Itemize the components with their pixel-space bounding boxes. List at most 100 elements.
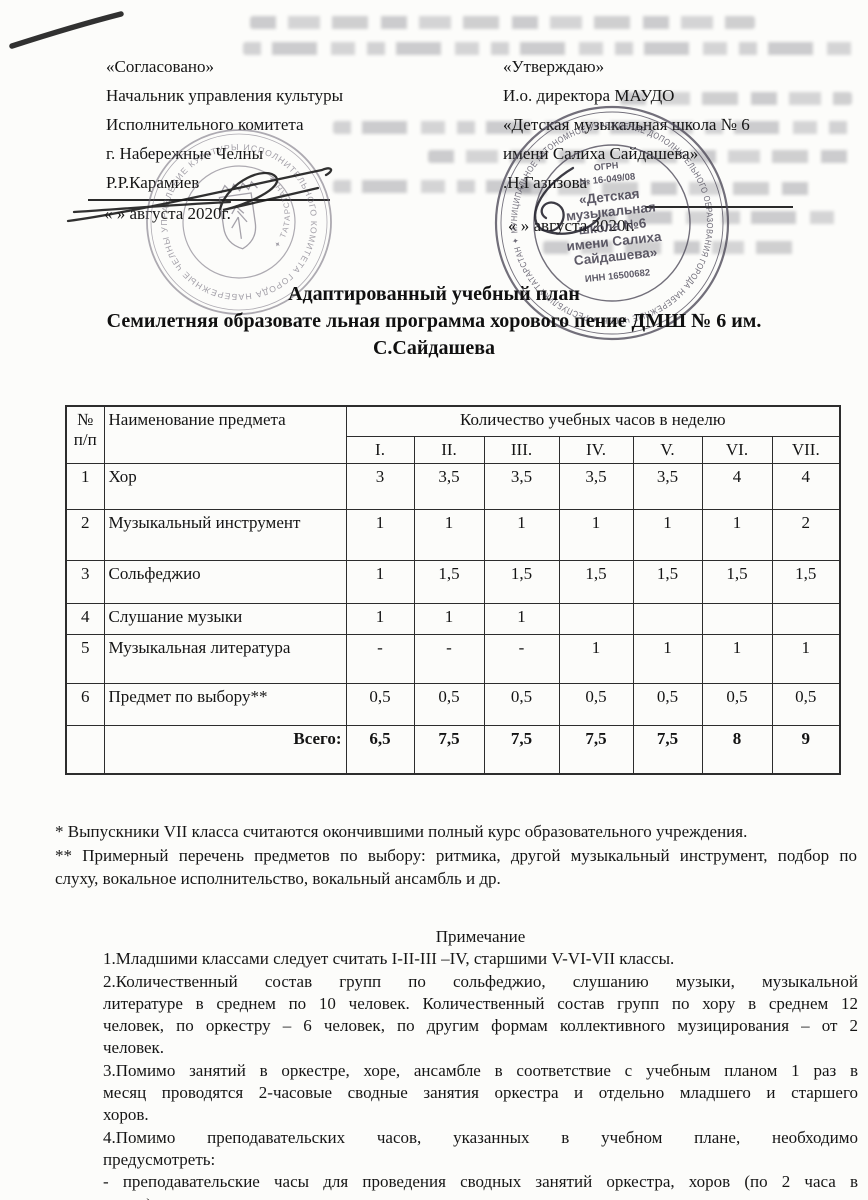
signature-rule-right [645,206,793,208]
row-value: 3,5 [632,462,703,510]
bleed-through-line [243,42,855,55]
row-value: 1,5 [771,559,841,604]
row-num: 2 [65,508,105,561]
pen-mark [9,11,124,49]
header-class-cell: V. [632,435,703,464]
row-value: 0,5 [701,682,773,726]
row-value: 3 [345,462,415,510]
row-value: 3,5 [483,462,560,510]
total-num-cell [65,724,105,775]
note-line: 1.Младшими классами следует считать I-II… [103,949,675,969]
row-value: 4 [701,462,773,510]
row-subject: Музыкальная литература [103,633,347,684]
row-subject: Предмет по выбору** [103,682,347,726]
note-line: 4.Помимо преподавательских часов, указан… [103,1127,858,1147]
header-class-cell: IV. [558,435,634,464]
row-value: 2 [771,508,841,561]
row-value: 1 [413,508,485,561]
row-value: 1,5 [483,559,560,604]
note-line: хоров. [103,1105,149,1125]
row-num: 4 [65,602,105,635]
note-line: 3.Помимо занятий в оркестре, хоре, ансам… [103,1060,858,1080]
title-line: С.Сайдашева [372,337,496,359]
row-value: 4 [771,462,841,510]
table-row: 1 Хор 3 3,5 3,5 3,5 3,5 4 4 [65,462,841,510]
row-num: 5 [65,633,105,684]
row-value: 1 [632,508,703,561]
row-value [701,602,773,635]
note-line-partial: месяц) [103,1194,858,1200]
table-row: 5 Музыкальная литература - - - 1 1 1 1 [65,633,841,684]
row-value [632,602,703,635]
header-num-top: № [77,410,94,429]
bleed-through-line [333,180,538,193]
row-value: - [413,633,485,684]
approval-right-line: «Детская музыкальная школа № 6 [503,115,750,134]
table-header-row: № п/п Наименование предмета Количество у… [65,405,841,464]
note-line: предусмотреть: [103,1149,216,1169]
note-line: литературе в среднем по 10 человек. Коли… [103,993,858,1013]
bleed-through-line [250,16,755,29]
header-class-cell: VII. [771,435,841,464]
row-value: 1 [632,633,703,684]
row-value: 1 [701,508,773,561]
row-value: 1 [771,633,841,684]
title-line: Адаптированный учебный план [288,283,580,305]
row-value: 1 [345,508,415,561]
row-value: 1 [483,508,560,561]
total-value: 8 [701,724,773,775]
approval-right-line: «Утверждаю» [503,57,605,76]
curriculum-table: № п/п Наименование предмета Количество у… [65,405,842,775]
row-value: - [483,633,560,684]
total-value: 7,5 [413,724,485,775]
note-line: человек, по оркестру – 6 человек, по дру… [103,1016,858,1036]
row-value: 0,5 [632,682,703,726]
total-value: 7,5 [632,724,703,775]
row-value: 1 [558,633,634,684]
row-num: 6 [65,682,105,726]
total-value: 6,5 [345,724,415,775]
note-line: месяц проводятся 2-часовые сводные занят… [103,1083,858,1103]
bleed-through-line [620,92,852,105]
header-class-cell: I. [345,435,415,464]
approval-right-line: И.о. директора МАУДО [503,86,675,105]
header-num-cell: № п/п [65,405,105,464]
table-row: 3 Сольфеджио 1 1,5 1,5 1,5 1,5 1,5 1,5 [65,559,841,604]
total-value: 7,5 [483,724,560,775]
header-num-bottom: п/п [73,430,97,449]
row-value: 1 [701,633,773,684]
row-num: 1 [65,462,105,510]
row-subject: Музыкальный инструмент [103,508,347,561]
total-value: 9 [771,724,841,775]
notes-block: Примечание 1.Младшими классами следует с… [103,926,858,1200]
signature-left [66,167,333,223]
signature-right [533,166,601,235]
footnote-line: * Выпускники VII класса считаются окончи… [55,822,748,841]
table-row: 2 Музыкальный инструмент 1 1 1 1 1 1 2 [65,508,841,561]
row-value: 1 [345,602,415,635]
row-subject: Слушание музыки [103,602,347,635]
row-value: 1 [483,602,560,635]
row-value: 1,5 [632,559,703,604]
header-hours-span-cell: Количество учебных часов в неделю [345,405,841,437]
row-value: 1 [413,602,485,635]
row-value: 0,5 [413,682,485,726]
row-value: 1 [558,508,634,561]
footnote-line: ** Примерный перечень предметов по выбор… [55,845,857,865]
header-class-cell: VI. [701,435,773,464]
row-subject: Хор [103,462,347,510]
row-value: 0,5 [771,682,841,726]
row-value [771,602,841,635]
table-row: 4 Слушание музыки 1 1 1 [65,602,841,635]
approval-left-line: Начальник управления культуры [106,86,344,105]
row-value: 0,5 [483,682,560,726]
total-value: 7,5 [558,724,634,775]
header-subject-cell: Наименование предмета [103,405,347,464]
row-subject: Сольфеджио [103,559,347,604]
document-title: Адаптированный учебный план Семилетняя о… [54,281,814,362]
footnote-line: слуху, вокальное исполнительство, вокаль… [55,869,501,888]
header-class-cell: III. [483,435,560,464]
row-value [558,602,634,635]
row-value: 1 [345,559,415,604]
